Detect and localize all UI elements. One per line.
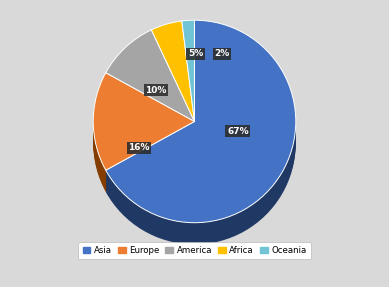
- Wedge shape: [182, 30, 194, 131]
- Wedge shape: [93, 87, 194, 185]
- Wedge shape: [106, 37, 194, 129]
- Wedge shape: [106, 46, 194, 137]
- Wedge shape: [151, 30, 194, 130]
- Wedge shape: [93, 81, 194, 179]
- Wedge shape: [106, 29, 296, 231]
- Wedge shape: [106, 40, 296, 243]
- Wedge shape: [93, 78, 194, 176]
- Wedge shape: [106, 33, 194, 124]
- Wedge shape: [182, 22, 194, 123]
- Wedge shape: [106, 25, 296, 227]
- Wedge shape: [106, 35, 296, 237]
- Wedge shape: [106, 47, 194, 139]
- Wedge shape: [151, 38, 194, 139]
- Wedge shape: [182, 33, 194, 135]
- Wedge shape: [106, 20, 296, 223]
- Wedge shape: [151, 41, 194, 142]
- Wedge shape: [151, 36, 194, 136]
- Wedge shape: [93, 86, 194, 183]
- Wedge shape: [151, 40, 194, 140]
- Wedge shape: [182, 38, 194, 139]
- Wedge shape: [106, 36, 296, 238]
- Wedge shape: [106, 36, 194, 127]
- Wedge shape: [93, 89, 194, 186]
- Wedge shape: [182, 28, 194, 129]
- Wedge shape: [106, 30, 194, 121]
- Wedge shape: [106, 44, 194, 136]
- Wedge shape: [106, 49, 194, 140]
- Wedge shape: [151, 28, 194, 129]
- Wedge shape: [93, 80, 194, 177]
- Wedge shape: [151, 43, 194, 143]
- Text: 5%: 5%: [188, 49, 203, 59]
- Wedge shape: [151, 34, 194, 135]
- Wedge shape: [93, 77, 194, 174]
- Wedge shape: [182, 25, 194, 126]
- Wedge shape: [93, 75, 194, 173]
- Wedge shape: [106, 52, 194, 143]
- Wedge shape: [106, 33, 296, 236]
- Wedge shape: [182, 36, 194, 137]
- Wedge shape: [93, 90, 194, 188]
- Wedge shape: [106, 40, 194, 131]
- Wedge shape: [106, 32, 296, 234]
- Wedge shape: [106, 43, 194, 135]
- Text: 2%: 2%: [215, 49, 230, 59]
- Wedge shape: [106, 50, 194, 142]
- Wedge shape: [106, 42, 296, 245]
- Wedge shape: [93, 73, 194, 170]
- Wedge shape: [106, 38, 194, 130]
- Wedge shape: [106, 34, 194, 126]
- Wedge shape: [151, 21, 194, 121]
- Wedge shape: [106, 31, 194, 123]
- Wedge shape: [93, 94, 194, 192]
- Wedge shape: [106, 23, 296, 226]
- Wedge shape: [182, 23, 194, 124]
- Wedge shape: [182, 42, 194, 143]
- Wedge shape: [182, 29, 194, 130]
- Wedge shape: [106, 39, 296, 242]
- Wedge shape: [182, 40, 194, 142]
- Wedge shape: [106, 30, 296, 233]
- Wedge shape: [151, 25, 194, 126]
- Wedge shape: [151, 27, 194, 127]
- Wedge shape: [93, 93, 194, 191]
- Legend: Asia, Europe, America, Africa, Oceania: Asia, Europe, America, Africa, Oceania: [78, 242, 311, 259]
- Wedge shape: [106, 26, 296, 228]
- Wedge shape: [182, 39, 194, 140]
- Wedge shape: [106, 38, 296, 240]
- Wedge shape: [93, 92, 194, 189]
- Wedge shape: [182, 20, 194, 121]
- Text: 10%: 10%: [145, 86, 166, 95]
- Wedge shape: [106, 22, 296, 224]
- Wedge shape: [93, 74, 194, 172]
- Wedge shape: [151, 31, 194, 131]
- Wedge shape: [93, 84, 194, 182]
- Wedge shape: [151, 37, 194, 137]
- Wedge shape: [151, 22, 194, 123]
- Text: 16%: 16%: [128, 144, 150, 152]
- Wedge shape: [106, 41, 194, 133]
- Text: 67%: 67%: [227, 127, 249, 135]
- Wedge shape: [182, 35, 194, 136]
- Wedge shape: [151, 33, 194, 133]
- Wedge shape: [106, 28, 296, 230]
- Wedge shape: [182, 26, 194, 127]
- Wedge shape: [182, 32, 194, 133]
- Wedge shape: [151, 24, 194, 124]
- Wedge shape: [93, 83, 194, 180]
